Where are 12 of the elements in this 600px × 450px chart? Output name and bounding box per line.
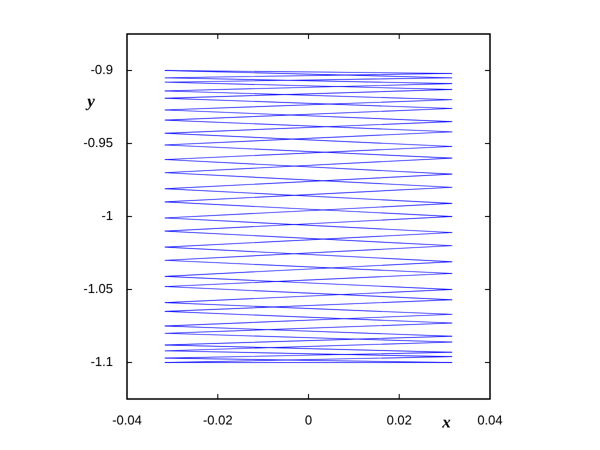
- y-tick-label: -1: [101, 208, 113, 224]
- y-tick-label: -1.05: [83, 281, 113, 296]
- y-tick-label: -0.9: [90, 62, 113, 78]
- x-axis-title: x: [441, 412, 452, 432]
- y-tick-label: -0.95: [83, 135, 113, 150]
- x-tick-label: -0.04: [112, 412, 142, 428]
- x-tick-label: -0.02: [202, 412, 233, 428]
- y-tick-label: -1.1: [90, 354, 113, 370]
- x-tick-label: 0.02: [386, 412, 412, 428]
- y-axis-title: y: [85, 91, 96, 110]
- x-tick-label: 0: [304, 412, 312, 428]
- x-tick-label: 0.04: [477, 412, 503, 428]
